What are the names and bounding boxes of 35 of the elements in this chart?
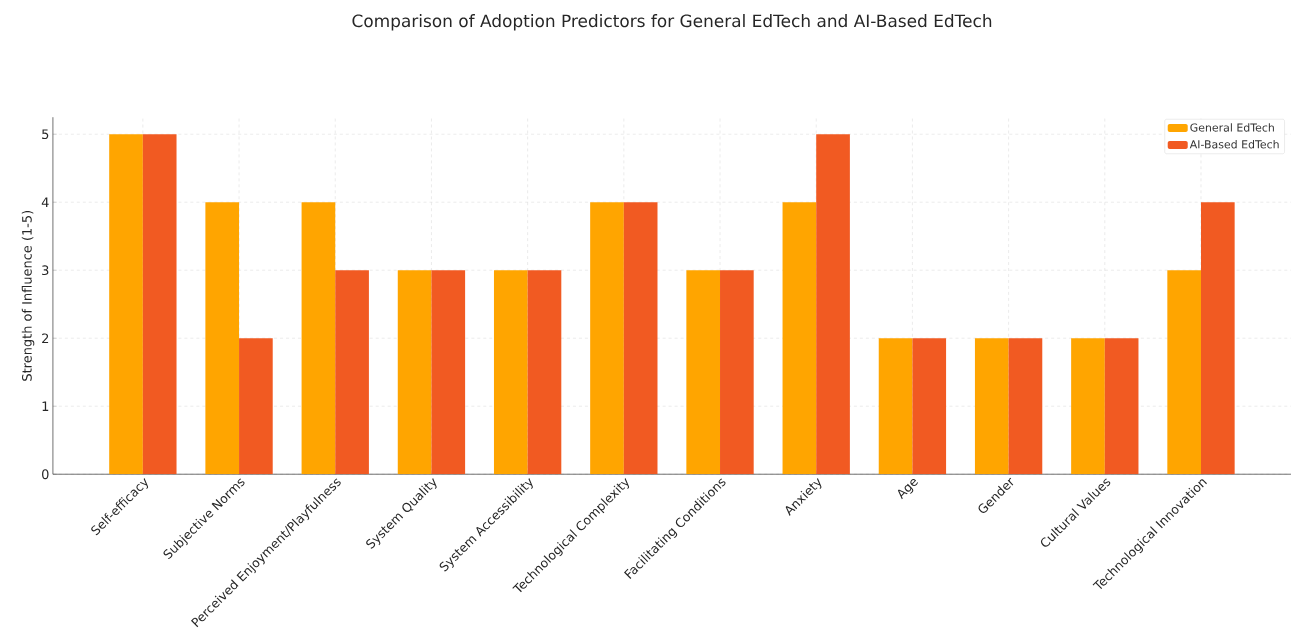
chart-title: Comparison of Adoption Predictors for General EdTech and AI-Based EdTech xyxy=(352,14,992,31)
y-tick-label: 3 xyxy=(42,265,49,276)
bar xyxy=(301,202,336,475)
bar xyxy=(912,338,947,475)
bar xyxy=(1167,270,1201,475)
bar xyxy=(493,270,528,475)
bar xyxy=(205,202,240,475)
legend-label: General EdTech xyxy=(1190,123,1274,132)
y-tick-label: 4 xyxy=(41,197,49,207)
y-tick-label: 2 xyxy=(42,333,49,344)
bar xyxy=(431,270,466,475)
y-axis-title: Strength of Influence (1-5) xyxy=(21,210,35,381)
y-tick-label: 0 xyxy=(42,469,49,480)
bar xyxy=(974,338,1009,475)
bar xyxy=(720,270,754,475)
x-tick-label: Age xyxy=(897,479,918,500)
y-tick-label: 1 xyxy=(42,401,49,411)
bar xyxy=(335,270,369,475)
bar xyxy=(590,202,624,475)
bar xyxy=(109,134,143,475)
bar xyxy=(1071,338,1105,475)
bar xyxy=(686,270,721,475)
bar xyxy=(527,270,562,475)
bar xyxy=(397,270,432,475)
bar xyxy=(239,338,273,475)
bar xyxy=(142,134,177,475)
bar xyxy=(878,338,913,475)
bar xyxy=(623,202,658,475)
bar xyxy=(1104,338,1139,475)
y-tick-label: 5 xyxy=(42,129,49,140)
legend-label: AI-Based EdTech xyxy=(1189,139,1279,149)
bar xyxy=(816,134,850,475)
bar xyxy=(782,202,817,475)
bar xyxy=(1201,202,1235,475)
bar xyxy=(1008,338,1043,475)
